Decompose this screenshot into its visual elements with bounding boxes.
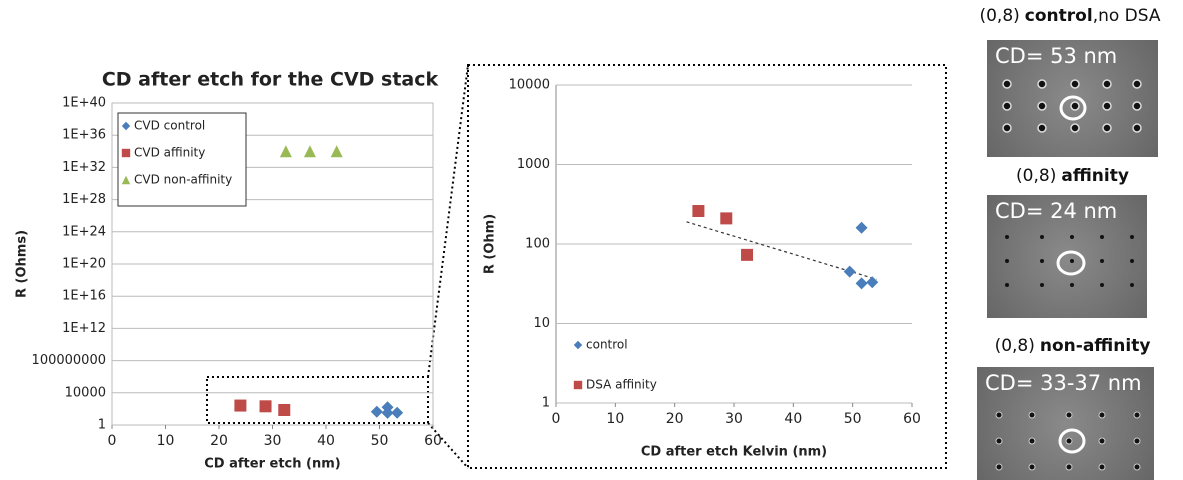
marker-triangle: [279, 145, 292, 158]
marker-square: [234, 399, 247, 412]
marker-square: [121, 148, 131, 158]
panel-caption: (0,8) affinity: [987, 166, 1158, 186]
cd-label: CD= 33-37 nm: [985, 371, 1142, 395]
sem-dots: [1002, 79, 1142, 133]
marker-diamond: [381, 406, 394, 419]
y-tick-label: 1E+28: [62, 192, 106, 207]
y-axis-label: R (Ohm): [483, 214, 498, 274]
legend-frame: [117, 112, 247, 207]
x-tick-label: 30: [264, 433, 282, 449]
marker-diamond: [843, 265, 856, 278]
legend-label: CVD non-affinity: [134, 173, 232, 187]
x-tick-label: 20: [210, 433, 228, 449]
y-tick-label: 1E+32: [62, 160, 106, 175]
caption-bold: affinity: [1061, 166, 1129, 186]
panel-caption: (0,8) non-affinity: [975, 336, 1170, 356]
caption-bold: non-affinity: [1039, 336, 1151, 356]
marker-square: [692, 205, 705, 218]
x-axis-label: CD after etch Kelvin (nm): [641, 445, 827, 460]
cd-label: CD= 24 nm: [995, 199, 1118, 223]
marker-diamond: [855, 277, 868, 290]
y-tick-label: 10000: [65, 385, 106, 400]
zoom-region: [206, 376, 429, 424]
zoom-connector: [427, 422, 469, 469]
sem-image: CD= 53 nm: [987, 40, 1158, 157]
caption-prefix: (0,8): [979, 6, 1020, 26]
x-tick-label: 10: [606, 411, 624, 427]
caption-bold: control: [1024, 6, 1093, 26]
legend-label: CVD control: [134, 119, 205, 133]
zoom-connector: [427, 64, 469, 378]
sem-dots: [995, 411, 1141, 471]
x-tick-label: 40: [317, 433, 335, 449]
marker-diamond: [370, 405, 383, 418]
sem-dots: [1005, 235, 1134, 287]
marker-diamond: [573, 340, 583, 350]
y-tick-label: 10000: [509, 78, 550, 93]
x-tick-label: 50: [844, 411, 862, 427]
panel-caption: (0,8) control,no DSA: [960, 6, 1180, 26]
y-tick-label: 1: [542, 396, 550, 411]
marker-square: [259, 400, 272, 413]
x-tick-label: 60: [424, 433, 442, 449]
y-tick-label: 1E+40: [62, 96, 106, 111]
x-tick-label: 60: [903, 411, 921, 427]
legend-label: CVD affinity: [134, 146, 205, 160]
sem-image: CD= 24 nm: [987, 195, 1147, 318]
zoom-frame: [467, 64, 947, 469]
x-tick-label: 0: [108, 433, 117, 449]
sem-image: CD= 33-37 nm: [977, 367, 1154, 480]
x-tick-label: 10: [157, 433, 175, 449]
x-tick-label: 20: [666, 411, 684, 427]
y-tick-label: 1: [98, 418, 106, 433]
marker-square: [741, 248, 754, 261]
cd-label: CD= 53 nm: [995, 44, 1118, 68]
y-axis-label: R (Ohms): [15, 230, 30, 298]
marker-square: [720, 212, 733, 225]
y-tick-label: 100000000: [32, 353, 106, 368]
y-tick-label: 1000: [517, 157, 550, 172]
y-tick-label: 1E+36: [62, 128, 106, 143]
caption-suffix: ,no DSA: [1092, 6, 1161, 26]
x-axis-label: CD after etch (nm): [204, 457, 340, 472]
marker-triangle: [303, 145, 316, 158]
marker-diamond: [866, 276, 879, 289]
y-tick-label: 1E+24: [62, 224, 106, 239]
marker-triangle: [121, 175, 131, 185]
y-tick-label: 1E+16: [62, 289, 106, 304]
x-tick-label: 50: [371, 433, 389, 449]
caption-prefix: (0,8): [994, 336, 1035, 356]
x-tick-label: 30: [725, 411, 743, 427]
y-tick-label: 1E+12: [62, 321, 106, 336]
marker-triangle: [330, 145, 343, 158]
y-tick-label: 10: [533, 316, 550, 331]
legend-label: control: [586, 338, 628, 352]
marker-square: [278, 404, 291, 417]
chart-title: CD after etch for the CVD stack: [102, 69, 439, 91]
marker-square: [573, 380, 583, 390]
marker-diamond: [391, 406, 404, 419]
caption-prefix: (0,8): [1016, 166, 1057, 186]
y-tick-label: 100: [525, 237, 550, 252]
y-tick-label: 1E+20: [62, 257, 106, 272]
x-tick-label: 40: [784, 411, 802, 427]
marker-diamond: [855, 221, 868, 234]
legend-label: DSA affinity: [586, 378, 657, 392]
x-tick-label: 0: [552, 411, 561, 427]
